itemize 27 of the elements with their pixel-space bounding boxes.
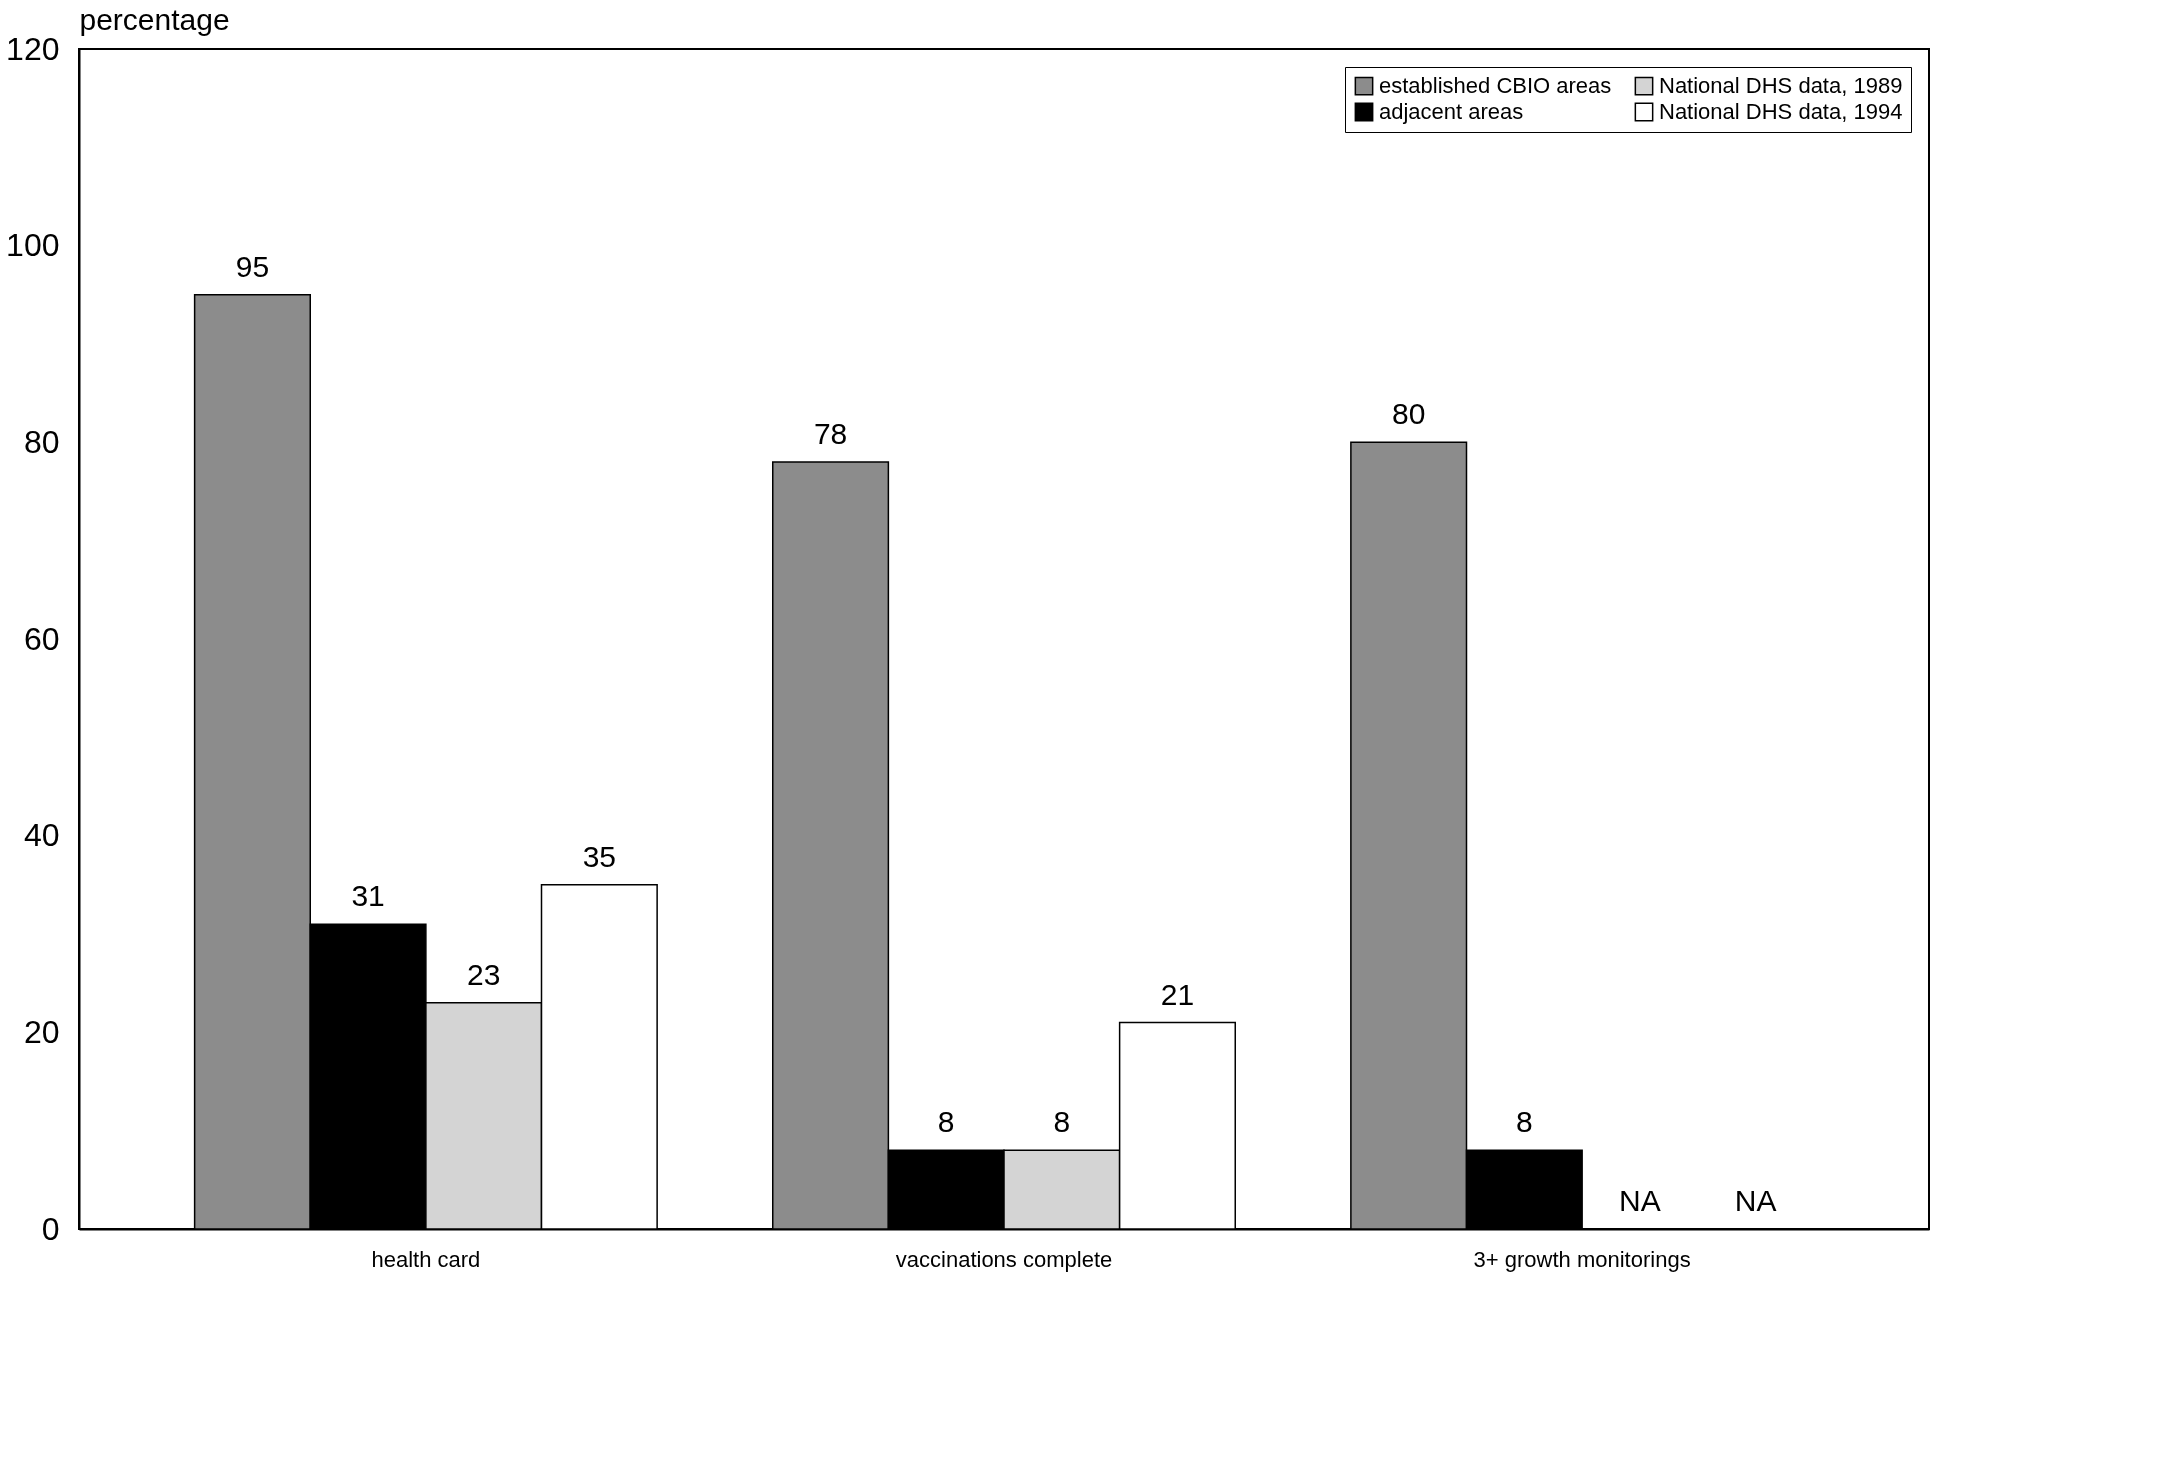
y-tick-label: 80 <box>23 423 60 460</box>
y-tick-label: 20 <box>23 1013 60 1050</box>
data-label: 21 <box>1160 977 1195 1011</box>
data-label: 23 <box>467 957 501 991</box>
x-tick-label: 3+ growth monitorings <box>1473 1246 1691 1272</box>
x-tick-label: health card <box>371 1246 481 1272</box>
y-tick-label: 0 <box>41 1210 60 1247</box>
data-label: 8 <box>1515 1105 1533 1139</box>
legend-label: established CBIO areas <box>1379 73 1612 99</box>
y-tick-label: 120 <box>6 30 60 67</box>
y-tick-label: 60 <box>23 620 60 657</box>
data-label: 95 <box>235 249 270 283</box>
data-label: 80 <box>1392 397 1426 431</box>
data-label: 31 <box>351 879 385 913</box>
legend-label: adjacent areas <box>1379 99 1524 124</box>
x-tick-label: vaccinations complete <box>895 1246 1113 1272</box>
data-label: 8 <box>1053 1105 1071 1139</box>
y-tick-label: 100 <box>6 227 60 264</box>
data-label: 8 <box>937 1105 955 1139</box>
text: NA <box>1619 1184 1661 1217</box>
y-tick-label: 40 <box>23 817 60 854</box>
legend-label: National DHS data, 1989 <box>1659 73 1903 99</box>
y-axis-title: percentage <box>79 2 230 36</box>
data-label: 35 <box>582 839 616 873</box>
data-label: 78 <box>813 417 848 450</box>
text: NA <box>1734 1184 1777 1217</box>
legend-label: National DHS data, 1994 <box>1659 99 1903 124</box>
